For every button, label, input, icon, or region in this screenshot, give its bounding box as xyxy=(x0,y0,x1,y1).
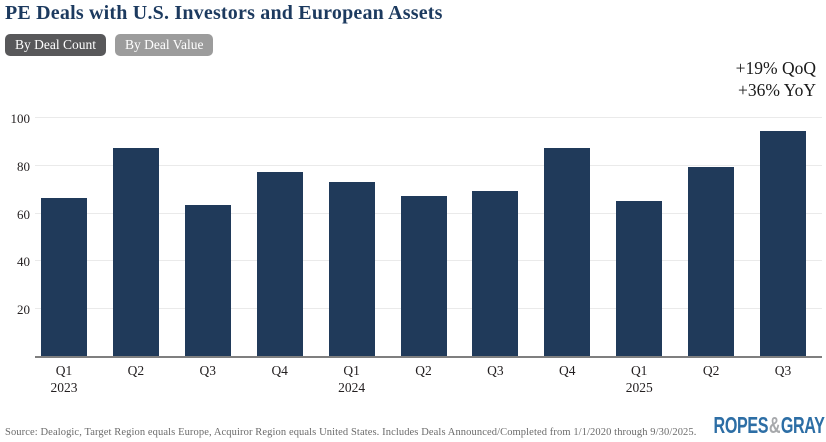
gridline-80 xyxy=(35,164,822,166)
quarter-label: Q3 xyxy=(487,363,504,378)
year-label: 2023 xyxy=(50,380,78,395)
qoq-growth-label: +19% QoQ xyxy=(735,58,816,78)
y-axis: 20 40 60 80 100 xyxy=(0,111,31,358)
bar-q3-2023[interactable] xyxy=(184,205,231,356)
x-axis: Q1 2023 Q2 Q3 Q4 Q1 2024 Q2 Q3 Q4 Q1 2025 Q2 Q3 xyxy=(35,362,822,398)
x-tick-label-q1-2023: Q1 2023 xyxy=(32,362,96,396)
quarter-label: Q1 xyxy=(55,363,73,378)
y-tick-label-100: 100 xyxy=(10,111,31,126)
quarter-label: Q2 xyxy=(127,363,145,378)
quarter-label: Q4 xyxy=(271,363,288,378)
y-tick-label-20: 20 xyxy=(17,302,30,318)
bar-q3-2025[interactable] xyxy=(760,131,806,356)
x-tick-label-q2-2023: Q2 xyxy=(104,362,168,379)
source-note: Source: Dealogic, Target Region equals E… xyxy=(5,427,697,438)
toggle-by-deal-value[interactable]: By Deal Value xyxy=(115,34,214,56)
toggle-by-deal-count[interactable]: By Deal Count xyxy=(5,34,106,56)
bar-q2-2024[interactable] xyxy=(400,195,447,356)
growth-annotation: +19% QoQ +36% YoY xyxy=(736,57,816,101)
quarter-label: Q3 xyxy=(774,363,792,378)
logo-text-ropes: ROPES xyxy=(713,412,768,438)
bar-q1-2023[interactable] xyxy=(41,198,87,356)
x-tick-label-q2-2025: Q2 xyxy=(679,362,743,379)
x-tick-label-q3-2023: Q3 xyxy=(176,362,240,379)
bar-q1-2025[interactable] xyxy=(616,200,663,356)
quarter-label: Q2 xyxy=(702,363,720,378)
x-tick-label-q4-2024: Q4 xyxy=(535,362,599,379)
bar-q1-2024[interactable] xyxy=(328,181,375,356)
bar-q4-2023[interactable] xyxy=(256,171,303,356)
quarter-label: Q1 xyxy=(343,363,360,378)
x-tick-label-q3-2024: Q3 xyxy=(463,362,527,379)
gridline-100 xyxy=(35,117,822,118)
bar-q2-2023[interactable] xyxy=(112,148,159,356)
bar-q3-2024[interactable] xyxy=(472,191,519,356)
bar-q2-2025[interactable] xyxy=(688,167,735,356)
x-tick-label-q1-2024: Q1 2024 xyxy=(320,362,384,396)
yoy-growth-label: +36% YoY xyxy=(738,80,816,100)
page-title: PE Deals with U.S. Investors and Europea… xyxy=(5,2,443,24)
view-toggle-group: By Deal Count By Deal Value xyxy=(5,34,214,56)
quarter-label: Q2 xyxy=(415,363,432,378)
x-tick-label-q3-2025: Q3 xyxy=(751,362,815,379)
logo-ampersand: & xyxy=(768,412,780,438)
logo-text-gray: GRAY xyxy=(780,412,824,438)
y-tick-label-40: 40 xyxy=(17,254,30,270)
y-tick-label-80: 80 xyxy=(17,158,30,174)
y-tick-label-60: 60 xyxy=(17,206,30,222)
quarter-label: Q1 xyxy=(630,363,648,378)
quarter-label: Q3 xyxy=(199,363,217,378)
x-tick-label-q4-2023: Q4 xyxy=(248,362,312,379)
quarter-label: Q4 xyxy=(559,363,576,378)
plot-area xyxy=(35,117,822,358)
year-label: 2024 xyxy=(338,380,366,395)
x-tick-label-q2-2024: Q2 xyxy=(392,362,456,379)
bar-q4-2024[interactable] xyxy=(544,148,591,356)
year-label: 2025 xyxy=(625,380,653,395)
x-tick-label-q1-2025: Q1 2025 xyxy=(607,362,671,396)
ropes-gray-logo: ROPES&GRAY xyxy=(713,412,824,439)
